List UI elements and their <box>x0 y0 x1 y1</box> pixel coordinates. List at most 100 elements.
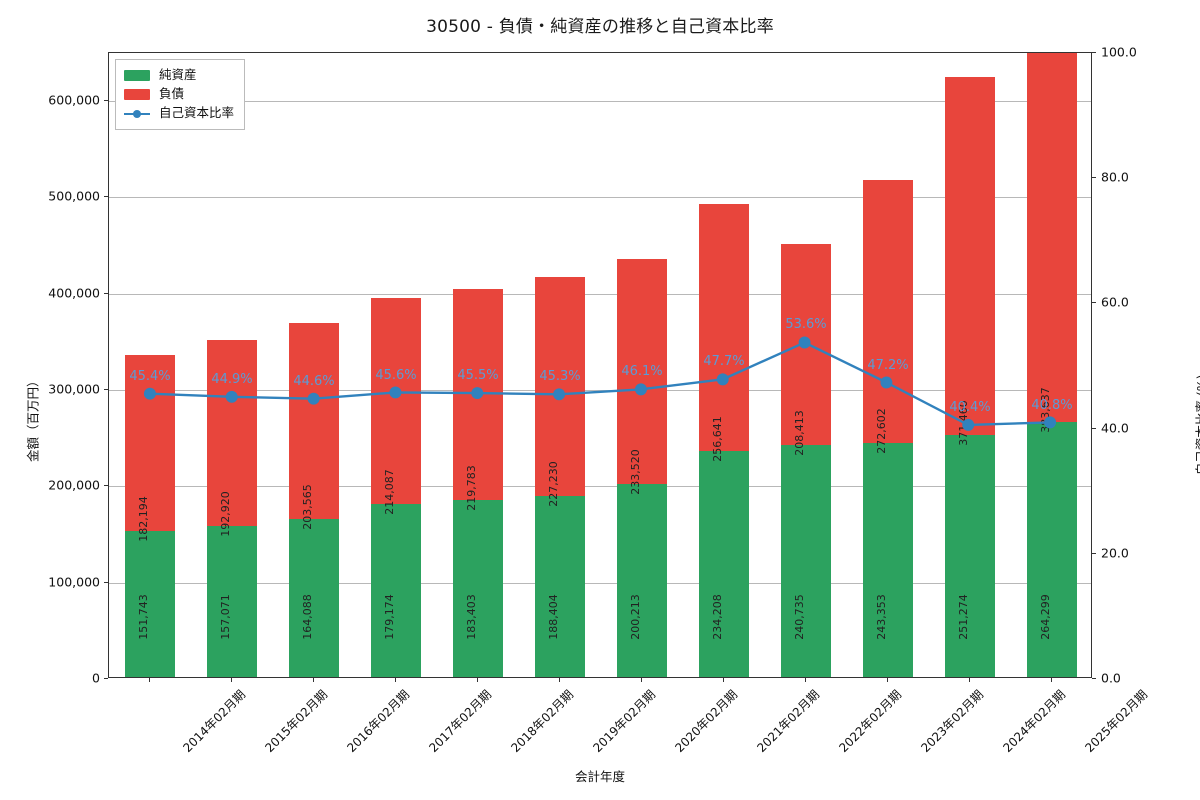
plot-area: 151,743 182,194 157,071 192,920 164,088 203,5… <box>108 52 1092 678</box>
bar-segment-liabilities[interactable]: 256,641 <box>698 204 750 462</box>
y-axis-right-tick-label: 80.0 <box>1101 169 1129 185</box>
y-axis-left-tick-label: 200,000 <box>48 477 100 493</box>
x-axis-tick-label: 2015年02月期 <box>262 687 331 756</box>
bar-group[interactable]: 179,174 214,087 <box>370 51 422 677</box>
gridline <box>109 582 1091 584</box>
bar-value-label: 164,088 <box>300 594 314 640</box>
x-axis-tick-label: 2016年02月期 <box>344 687 413 756</box>
bar-group[interactable]: 188,404 227,230 <box>534 51 586 677</box>
ratio-value-label: 45.4% <box>129 368 171 384</box>
x-axis-label: 会計年度 <box>574 769 625 784</box>
bar-segment-liabilities[interactable]: 214,087 <box>370 298 422 515</box>
bar-value-label: 240,735 <box>792 594 806 640</box>
bar-segment-liabilities[interactable]: 272,602 <box>862 180 914 453</box>
bar-group[interactable]: 151,743 182,194 <box>124 51 176 677</box>
x-axis-tick-label: 2014年02月期 <box>180 687 249 756</box>
ratio-value-label: 53.6% <box>785 317 827 333</box>
chart-title: 30500 - 負債・純資産の推移と自己資本比率 <box>426 17 774 37</box>
x-axis-tick-label: 2017年02月期 <box>426 687 495 756</box>
bar-value-label: 272,602 <box>874 407 888 454</box>
ratio-value-label: 45.6% <box>375 367 417 383</box>
x-axis-tickmark <box>887 678 888 682</box>
bar-segment-equity[interactable]: 188,404 <box>534 495 586 677</box>
y-axis-left-tick-label: 100,000 <box>48 574 100 590</box>
bar-segment-liabilities[interactable]: 219,783 <box>452 288 504 511</box>
bar-group[interactable]: 251,274 371,460 <box>944 51 996 677</box>
bar-segment-equity[interactable]: 157,071 <box>206 525 258 677</box>
x-axis-tickmark <box>641 678 642 682</box>
bar-value-label: 243,353 <box>874 594 888 640</box>
bar-group[interactable]: 164,088 203,565 <box>288 51 340 677</box>
legend-item[interactable]: 自己資本比率 <box>124 104 234 123</box>
bar-group[interactable]: 240,735 208,413 <box>780 51 832 677</box>
legend-label: 負債 <box>159 86 185 102</box>
bar-segment-equity[interactable]: 243,353 <box>862 442 914 677</box>
y-axis-right-label: 自己資本比率 (%) <box>1193 374 1200 476</box>
ratio-value-label: 47.7% <box>703 354 745 370</box>
ratio-value-label: 44.6% <box>293 373 335 389</box>
bar-segment-equity[interactable]: 183,403 <box>452 500 504 677</box>
legend-item[interactable]: 純資産 <box>124 66 234 85</box>
y-axis-left-tick-label: 600,000 <box>48 92 100 108</box>
x-axis-tickmark <box>149 678 150 682</box>
x-axis-tickmark <box>723 678 724 682</box>
bar-segment-equity[interactable]: 251,274 <box>944 435 996 677</box>
legend-item[interactable]: 負債 <box>124 85 234 104</box>
bar-value-label: 214,087 <box>382 469 396 516</box>
y-axis-right-tickmark <box>1092 552 1096 554</box>
bar-segment-equity[interactable]: 151,743 <box>124 530 176 677</box>
legend-line-marker-icon <box>124 108 150 119</box>
bar-group[interactable]: 264,299 383,637 <box>1026 51 1078 677</box>
y-axis-right-tickmark <box>1092 427 1096 429</box>
bar-value-label: 219,783 <box>464 465 478 512</box>
x-axis-tickmark <box>395 678 396 682</box>
bar-segment-equity[interactable]: 200,213 <box>616 484 668 677</box>
bar-segment-liabilities[interactable]: 203,565 <box>288 322 340 530</box>
y-axis-left-label: 金額（百万円） <box>25 374 41 463</box>
y-axis-left-tick-label: 300,000 <box>48 381 100 397</box>
y-axis-left-tickmark <box>104 678 108 679</box>
bar-segment-equity[interactable]: 240,735 <box>780 445 832 677</box>
bar-value-label: 208,413 <box>792 410 806 456</box>
bar-value-label: 151,743 <box>136 594 150 640</box>
ratio-value-label: 45.5% <box>457 368 499 384</box>
x-axis-tickmark <box>559 678 560 682</box>
bar-segment-equity[interactable]: 234,208 <box>698 451 750 677</box>
x-axis-tick-label: 2018年02月期 <box>508 687 577 756</box>
bar-value-label: 227,230 <box>546 460 560 507</box>
y-axis-left-tickmark <box>104 100 108 102</box>
bar-segment-liabilities[interactable]: 383,637 <box>1026 53 1078 433</box>
x-axis-tickmark <box>231 678 232 682</box>
bar-segment-liabilities[interactable]: 208,413 <box>780 244 832 456</box>
bar-segment-liabilities[interactable]: 227,230 <box>534 276 586 506</box>
bar-value-label: 264,299 <box>1038 594 1052 640</box>
bar-segment-liabilities[interactable]: 371,460 <box>944 77 996 446</box>
bar-value-label: 188,404 <box>546 594 560 640</box>
legend-swatch-icon <box>124 89 150 100</box>
bar-value-label: 183,403 <box>464 594 478 640</box>
bar-segment-equity[interactable]: 164,088 <box>288 518 340 677</box>
y-axis-right-tick-label: 0.0 <box>1101 670 1121 686</box>
y-axis-right-tickmark <box>1092 177 1096 179</box>
y-axis-left-tickmark <box>104 389 108 391</box>
ratio-value-label: 44.9% <box>211 371 253 387</box>
x-axis-tick-label: 2025年02月期 <box>1082 687 1151 756</box>
bar-segment-equity[interactable]: 264,299 <box>1026 422 1078 677</box>
bar-group[interactable]: 157,071 192,920 <box>206 51 258 677</box>
ratio-value-label: 47.2% <box>867 357 909 373</box>
bar-segment-liabilities[interactable]: 192,920 <box>206 339 258 536</box>
y-axis-left-tick-label: 500,000 <box>48 188 100 204</box>
ratio-value-label: 40.8% <box>1031 397 1073 413</box>
chart-legend: 純資産負債自己資本比率 <box>115 59 246 130</box>
bar-value-label: 234,208 <box>710 594 724 640</box>
y-axis-left-tickmark <box>104 485 108 487</box>
legend-label: 純資産 <box>159 67 197 83</box>
gridline <box>109 486 1091 488</box>
bar-segment-equity[interactable]: 179,174 <box>370 504 422 677</box>
bar-group[interactable]: 183,403 219,783 <box>452 51 504 677</box>
ratio-value-label: 46.1% <box>621 364 663 380</box>
x-axis-tick-label: 2022年02月期 <box>836 687 905 756</box>
ratio-value-label: 40.4% <box>949 400 991 416</box>
y-axis-right-tick-label: 100.0 <box>1101 44 1137 60</box>
